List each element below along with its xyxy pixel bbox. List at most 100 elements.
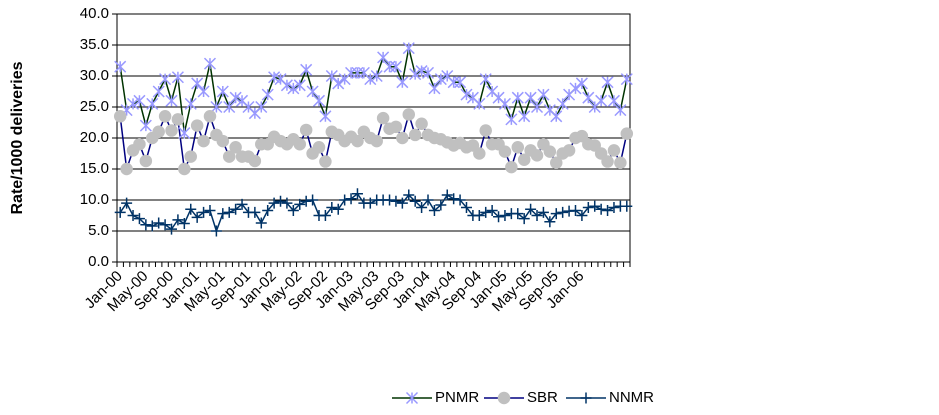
data-point — [293, 137, 307, 151]
data-point — [255, 100, 268, 114]
data-point — [614, 156, 627, 170]
data-point — [229, 141, 242, 154]
data-point — [185, 203, 197, 215]
y-tick-label: 10.0 — [80, 191, 109, 208]
data-point — [384, 194, 396, 206]
data-point — [473, 210, 485, 221]
data-point — [582, 201, 594, 213]
legend-label: PNMR — [435, 389, 479, 406]
data-point — [299, 123, 313, 137]
data-point — [312, 94, 326, 107]
data-point — [550, 156, 563, 170]
data-point — [210, 225, 222, 237]
data-point — [607, 144, 621, 157]
data-point — [319, 210, 331, 221]
data-point — [184, 150, 197, 163]
data-point — [364, 197, 376, 209]
y-tick-label: 5.0 — [88, 222, 109, 239]
data-point — [114, 206, 126, 218]
data-point — [159, 73, 172, 86]
data-point — [396, 197, 408, 209]
data-point — [165, 94, 178, 107]
data-point — [312, 141, 326, 154]
data-point — [389, 120, 403, 134]
data-point — [236, 198, 248, 210]
data-point — [133, 94, 146, 107]
data-point — [197, 134, 210, 148]
data-point — [152, 85, 165, 98]
data-point — [608, 201, 620, 213]
data-point — [222, 150, 236, 163]
data-point — [396, 76, 409, 89]
data-point — [114, 60, 127, 73]
data-point — [203, 57, 217, 70]
data-point — [121, 197, 133, 209]
data-point — [153, 217, 165, 229]
data-point — [364, 73, 377, 86]
data-point — [120, 162, 133, 176]
data-point — [435, 199, 447, 211]
data-point — [262, 205, 274, 217]
data-point — [498, 97, 511, 110]
data-point — [517, 153, 531, 166]
legend-label: NNMR — [609, 389, 654, 406]
y-tick-label: 0.0 — [88, 253, 109, 270]
data-point — [408, 128, 422, 142]
data-point — [499, 210, 511, 221]
data-point — [466, 139, 480, 152]
data-point — [319, 155, 332, 168]
data-point — [569, 205, 581, 217]
data-point — [594, 147, 608, 160]
data-point — [166, 223, 178, 235]
data-point — [171, 113, 185, 126]
y-tick-label: 25.0 — [80, 98, 109, 115]
data-point — [326, 201, 338, 213]
data-point — [332, 203, 344, 215]
data-point — [588, 139, 601, 152]
data-point — [416, 201, 428, 213]
data-point — [300, 195, 312, 207]
data-point — [261, 88, 274, 101]
data-point — [524, 91, 537, 104]
data-point — [511, 91, 524, 104]
data-point — [480, 206, 492, 218]
data-point — [300, 63, 313, 76]
data-point — [306, 85, 319, 98]
data-point — [345, 193, 357, 205]
data-point — [434, 73, 447, 86]
data-point — [377, 51, 390, 64]
legend-label: SBR — [527, 389, 558, 406]
data-point — [525, 203, 537, 215]
y-tick-label: 35.0 — [80, 36, 109, 53]
data-point — [113, 110, 127, 123]
data-point — [530, 100, 544, 114]
data-point — [557, 206, 569, 218]
data-point — [421, 66, 435, 79]
data-point — [140, 219, 152, 231]
data-point — [460, 88, 473, 101]
data-point — [543, 145, 557, 158]
data-point — [601, 76, 614, 89]
data-point — [152, 125, 165, 139]
data-point — [576, 210, 588, 221]
data-point — [448, 193, 460, 205]
data-point — [146, 97, 159, 110]
y-tick-label: 15.0 — [80, 160, 109, 177]
data-point — [268, 197, 280, 209]
data-point — [339, 194, 351, 206]
data-point — [556, 97, 569, 110]
data-point — [165, 124, 178, 137]
data-point — [614, 104, 627, 117]
data-point — [275, 195, 287, 207]
data-point — [620, 127, 634, 140]
data-point — [403, 189, 415, 201]
data-point — [575, 129, 589, 143]
y-axis-label: Rate/1000 deliveries — [9, 61, 26, 214]
data-point — [178, 218, 190, 230]
data-point — [454, 76, 467, 89]
data-point — [389, 60, 402, 73]
data-point — [146, 220, 158, 232]
data-point — [223, 100, 236, 114]
data-point — [158, 110, 172, 123]
